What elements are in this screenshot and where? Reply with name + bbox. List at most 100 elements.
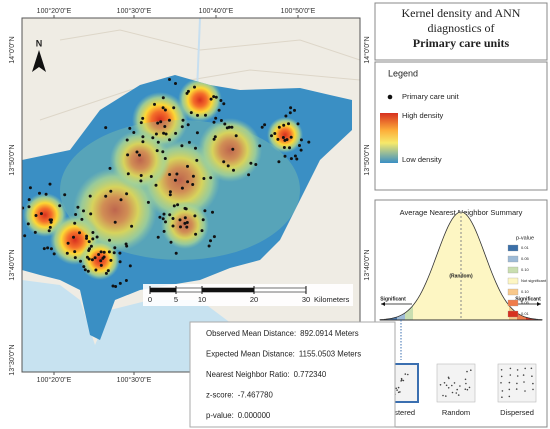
- care-unit: [38, 191, 41, 195]
- care-unit: [112, 251, 116, 255]
- stat-value: 892.0914 Meters: [300, 329, 359, 338]
- care-unit: [126, 172, 130, 176]
- pattern-dot: [397, 386, 400, 389]
- care-unit: [200, 229, 204, 233]
- scale-segment: [149, 287, 177, 293]
- care-unit: [189, 111, 193, 115]
- care-unit: [289, 135, 293, 139]
- care-unit: [63, 193, 67, 197]
- scale-label: 30: [302, 295, 310, 304]
- pattern-dot: [399, 391, 401, 393]
- coord-label: 13°30'0"N: [8, 344, 16, 375]
- pvalue-label: 0.10: [521, 267, 530, 272]
- map: [22, 18, 360, 372]
- care-unit: [132, 131, 136, 134]
- care-unit: [73, 256, 77, 260]
- pvalue-swatch: [507, 288, 519, 296]
- density-blob: [267, 117, 303, 153]
- care-unit: [288, 146, 291, 150]
- care-unit: [83, 268, 87, 272]
- care-unit: [168, 78, 171, 81]
- care-unit: [214, 95, 218, 99]
- pattern-dot: [516, 382, 518, 385]
- care-unit: [154, 132, 158, 136]
- pattern-dot: [516, 369, 519, 371]
- care-unit: [299, 148, 303, 152]
- pattern-dot: [509, 367, 512, 370]
- pvalue-swatch: [507, 299, 519, 307]
- care-unit: [207, 244, 211, 248]
- stats: Observed Mean Distance: 892.0914 Meters Ex…: [206, 329, 361, 420]
- care-unit: [151, 136, 155, 140]
- stat-line: Observed Mean Distance: 892.0914 Meters: [206, 329, 359, 338]
- legend-low: Low density: [402, 155, 442, 164]
- pattern-dot: [396, 389, 398, 391]
- care-unit: [89, 244, 93, 248]
- pattern-dot: [447, 387, 450, 389]
- stat-value: 0.772340: [294, 370, 327, 379]
- care-unit: [104, 271, 108, 275]
- care-unit: [222, 102, 226, 106]
- care-unit: [126, 153, 130, 157]
- scale-segment: [253, 287, 307, 293]
- pattern-dot: [455, 392, 458, 394]
- pattern-dot: [402, 379, 405, 382]
- pvalue-swatch: [507, 310, 519, 318]
- care-unit: [154, 183, 158, 187]
- care-unit: [87, 257, 91, 261]
- care-unit: [183, 206, 187, 210]
- stat-label: Nearest Neighbor Ratio:: [206, 370, 290, 379]
- stat-value: 1155.0503 Meters: [299, 350, 361, 359]
- care-unit: [227, 125, 231, 129]
- care-unit: [230, 125, 234, 129]
- care-unit: [247, 173, 251, 177]
- arrow: [32, 50, 46, 72]
- care-unit: [146, 200, 150, 204]
- care-unit: [249, 161, 253, 165]
- center-label: (Random): [449, 273, 473, 279]
- care-unit: [203, 209, 207, 213]
- care-unit: [168, 138, 171, 142]
- density-ramp: [380, 113, 398, 163]
- pattern-dot: [457, 394, 460, 396]
- care-unit: [94, 268, 98, 272]
- coord-label: 13°50'0"N: [8, 144, 16, 175]
- care-unit: [113, 246, 117, 250]
- pattern-dot: [470, 369, 472, 372]
- scale-label: 5: [174, 295, 178, 304]
- stat-line: Expected Mean Distance: 1155.0503 Meters: [206, 350, 361, 359]
- density-blob: [198, 118, 262, 182]
- care-unit: [39, 212, 43, 216]
- care-unit: [91, 237, 95, 241]
- care-unit: [284, 114, 288, 118]
- care-unit: [66, 241, 70, 245]
- care-unit: [283, 138, 287, 142]
- care-unit: [212, 95, 216, 99]
- care-unit: [128, 126, 132, 130]
- care-unit: [194, 146, 197, 150]
- care-unit: [173, 178, 177, 182]
- care-unit: [222, 160, 226, 164]
- legend-high: High density: [402, 111, 444, 120]
- pattern-dot: [508, 395, 511, 398]
- care-unit: [139, 174, 143, 177]
- care-unit: [180, 125, 184, 129]
- care-unit: [125, 244, 129, 248]
- care-unit: [270, 134, 273, 138]
- pattern-dot: [451, 391, 454, 394]
- care-unit: [169, 240, 173, 244]
- care-unit: [50, 218, 53, 222]
- care-unit: [174, 251, 178, 255]
- care-unit: [156, 235, 160, 239]
- care-unit: [111, 284, 115, 288]
- coord-label: 13°40'0"N: [363, 249, 371, 280]
- care-unit: [28, 186, 32, 190]
- care-unit: [155, 149, 159, 153]
- care-unit: [277, 160, 281, 164]
- pvalue-label: 0.05: [521, 256, 530, 261]
- care-unit: [186, 89, 190, 93]
- care-unit: [52, 252, 56, 256]
- care-unit: [289, 157, 293, 161]
- pattern-dot: [515, 388, 518, 390]
- care-unit: [289, 106, 293, 110]
